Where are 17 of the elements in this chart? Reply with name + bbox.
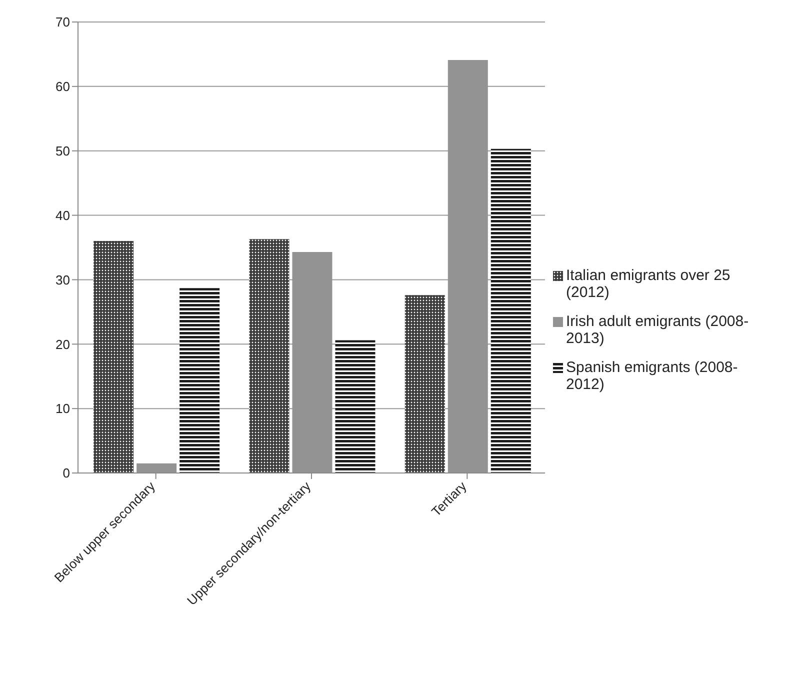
y-tick-label: 10	[56, 401, 70, 416]
y-tick-label: 30	[56, 272, 70, 288]
y-tick-label: 40	[56, 208, 70, 223]
bar	[180, 288, 220, 473]
bar	[404, 295, 445, 473]
bar	[94, 241, 134, 473]
bar	[335, 340, 376, 473]
bar	[249, 239, 290, 473]
y-tick-label: 20	[56, 336, 70, 352]
bar	[490, 148, 531, 473]
legend-label: Italian emigrants over 25 (2012)	[566, 266, 732, 300]
y-tick-label: 70	[56, 14, 70, 30]
legend-label: Spanish emigrants (2008-2012)	[566, 358, 739, 392]
y-tick-label: 50	[56, 143, 70, 158]
legend-label: Irish adult emigrants (2008-2013)	[566, 312, 750, 346]
y-tick-label: 0	[62, 466, 70, 481]
y-tick-label: 60	[56, 79, 70, 94]
